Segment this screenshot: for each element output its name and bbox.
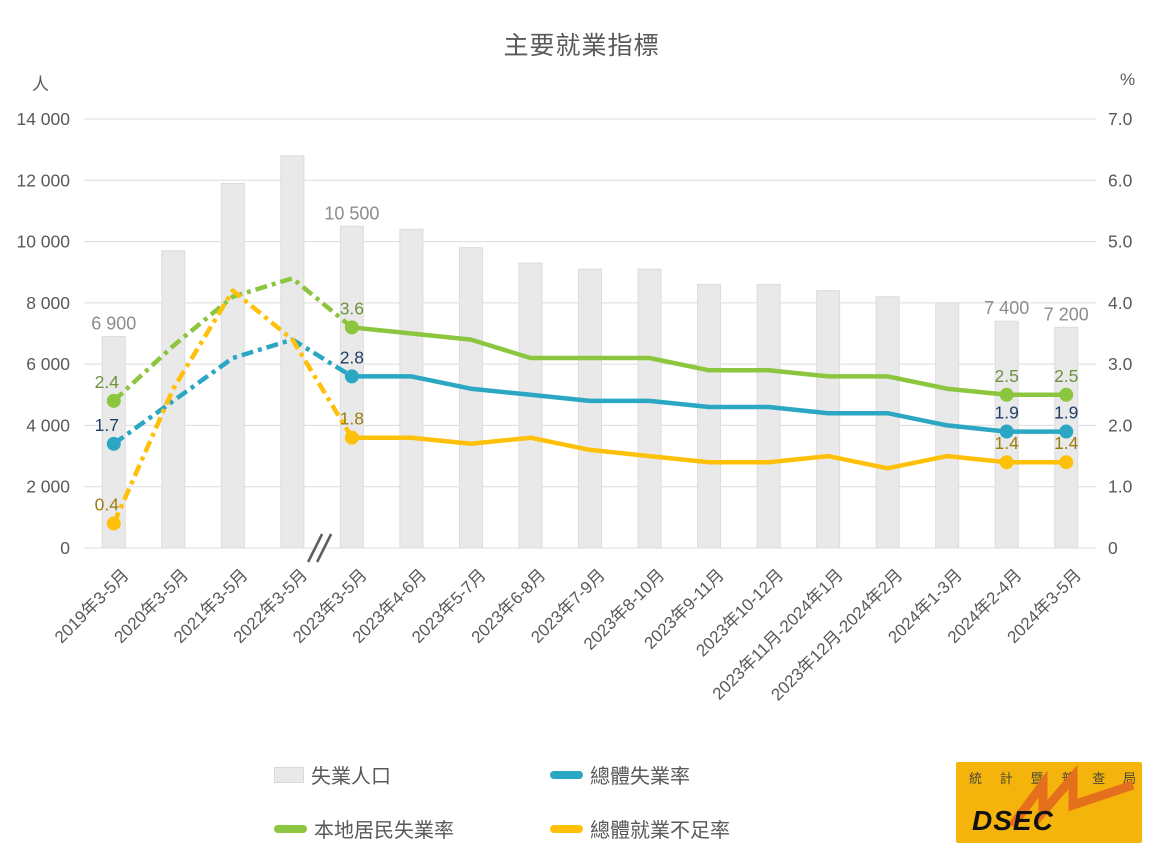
right-axis-tick-label: 7.0 (1108, 109, 1133, 129)
point-value-label: 2.8 (340, 347, 364, 367)
dsec-logo: 統計暨普查局 DSEC (956, 762, 1142, 843)
right-axis-unit-label: % (1120, 70, 1136, 89)
legend-label: 總體就業不足率 (590, 820, 730, 842)
chart-legend: 失業人口 總體失業率 本地居民失業率 總體就業不足率 (274, 760, 730, 843)
point-marker-overall-underemployment-rate (344, 430, 359, 445)
point-value-label: 1.9 (1054, 403, 1078, 423)
left-axis-tick-label: 2 000 (26, 477, 70, 497)
legend-item-overall-unemployment-rate: 總體失業率 (550, 760, 730, 789)
yellow-line-swatch-icon (550, 824, 583, 833)
legend-item-local-residents-unemployment-rate: 本地居民失業率 (274, 814, 550, 843)
left-axis-tick-label: 6 000 (26, 354, 70, 374)
point-marker-local-residents-unemployment-rate (344, 320, 359, 335)
teal-line-swatch-icon (550, 770, 583, 779)
axis-break-icon (306, 533, 324, 563)
right-axis-tick-label: 3.0 (1108, 354, 1133, 374)
left-axis-tick-label: 14 000 (16, 109, 70, 129)
bar-unemployed-population (816, 290, 841, 549)
point-marker-overall-unemployment-rate (999, 424, 1014, 439)
bar-unemployed-population (875, 296, 900, 549)
bar-value-label: 7 400 (984, 298, 1029, 318)
bar-unemployed-population (637, 268, 662, 549)
legend-label: 總體失業率 (590, 766, 690, 788)
point-marker-overall-unemployment-rate (106, 436, 121, 451)
point-marker-overall-unemployment-rate (344, 369, 359, 384)
legend-item-overall-underemployment-rate: 總體就業不足率 (550, 814, 730, 843)
bar-swatch-icon (274, 766, 304, 783)
point-value-label: 1.8 (340, 409, 364, 429)
point-value-label: 1.9 (995, 403, 1019, 423)
line-overall-underemployment-rate (349, 435, 1069, 471)
right-axis-tick-label: 6.0 (1108, 170, 1133, 190)
dsec-zigzag-icon (1008, 764, 1135, 829)
point-value-label: 1.7 (95, 415, 119, 435)
point-value-label: 3.6 (340, 298, 364, 318)
left-axis-tick-label: 0 (60, 538, 70, 558)
right-axis-tick-label: 5.0 (1108, 232, 1133, 252)
right-axis-tick-label: 2.0 (1108, 415, 1133, 435)
bar-value-label: 7 200 (1044, 304, 1089, 324)
point-marker-local-residents-unemployment-rate (106, 393, 121, 408)
axis-break-icon (315, 533, 333, 563)
bar-value-label: 6 900 (91, 314, 136, 334)
right-axis-tick-label: 1.0 (1108, 477, 1133, 497)
legend-label: 本地居民失業率 (314, 820, 454, 842)
bar-unemployed-population (399, 228, 424, 549)
right-axis-tick-label: 4.0 (1108, 293, 1133, 313)
bar-unemployed-population (458, 247, 483, 549)
bar-unemployed-population (578, 268, 602, 549)
dsec-org-name-char: 查 (1092, 771, 1106, 786)
chart-title: 主要就業指標 (503, 32, 660, 60)
point-value-label: 2.5 (995, 366, 1019, 386)
left-axis-unit-label: 人 (32, 75, 49, 94)
point-marker-overall-underemployment-rate (999, 455, 1014, 470)
bar-unemployed-population (280, 155, 305, 549)
left-axis-tick-label: 8 000 (26, 293, 70, 313)
point-marker-overall-underemployment-rate (1059, 455, 1074, 470)
dsec-acronym: DSEC (972, 805, 1054, 836)
bar-unemployed-population (339, 225, 364, 549)
point-value-label: 0.4 (95, 494, 120, 514)
left-axis-tick-label: 12 000 (16, 170, 70, 190)
bar-unemployed-population (756, 283, 781, 549)
legend-item-unemployed-population: 失業人口 (274, 760, 550, 789)
point-value-label: 1.4 (995, 433, 1020, 453)
green-line-swatch-icon (274, 824, 307, 833)
left-axis-tick-label: 4 000 (26, 415, 70, 435)
bar-value-label: 10 500 (324, 203, 379, 223)
point-value-label: 2.4 (95, 372, 120, 392)
dsec-org-name-char: 計 (999, 771, 1013, 786)
point-marker-overall-unemployment-rate (1059, 424, 1074, 439)
line-overall-unemployment-rate (349, 374, 1069, 434)
dsec-org-name-char: 局 (1122, 771, 1136, 786)
point-marker-overall-underemployment-rate (106, 516, 121, 531)
point-marker-local-residents-unemployment-rate (999, 387, 1014, 402)
line-dashed-local-residents-unemployment-rate (112, 276, 354, 403)
point-marker-local-residents-unemployment-rate (1059, 387, 1074, 402)
legend-label: 失業人口 (311, 766, 391, 788)
bar-unemployed-population (518, 262, 543, 549)
bar-unemployed-population (161, 250, 186, 549)
bar-unemployed-population (697, 283, 722, 549)
line-local-residents-unemployment-rate (349, 325, 1069, 398)
right-axis-tick-label: 0 (1108, 538, 1118, 558)
line-dashed-overall-underemployment-rate (111, 288, 354, 525)
point-value-label: 1.4 (1054, 433, 1079, 453)
point-value-label: 2.5 (1054, 366, 1078, 386)
dsec-org-name-char: 統 (969, 771, 983, 786)
left-axis-tick-label: 10 000 (16, 232, 70, 252)
